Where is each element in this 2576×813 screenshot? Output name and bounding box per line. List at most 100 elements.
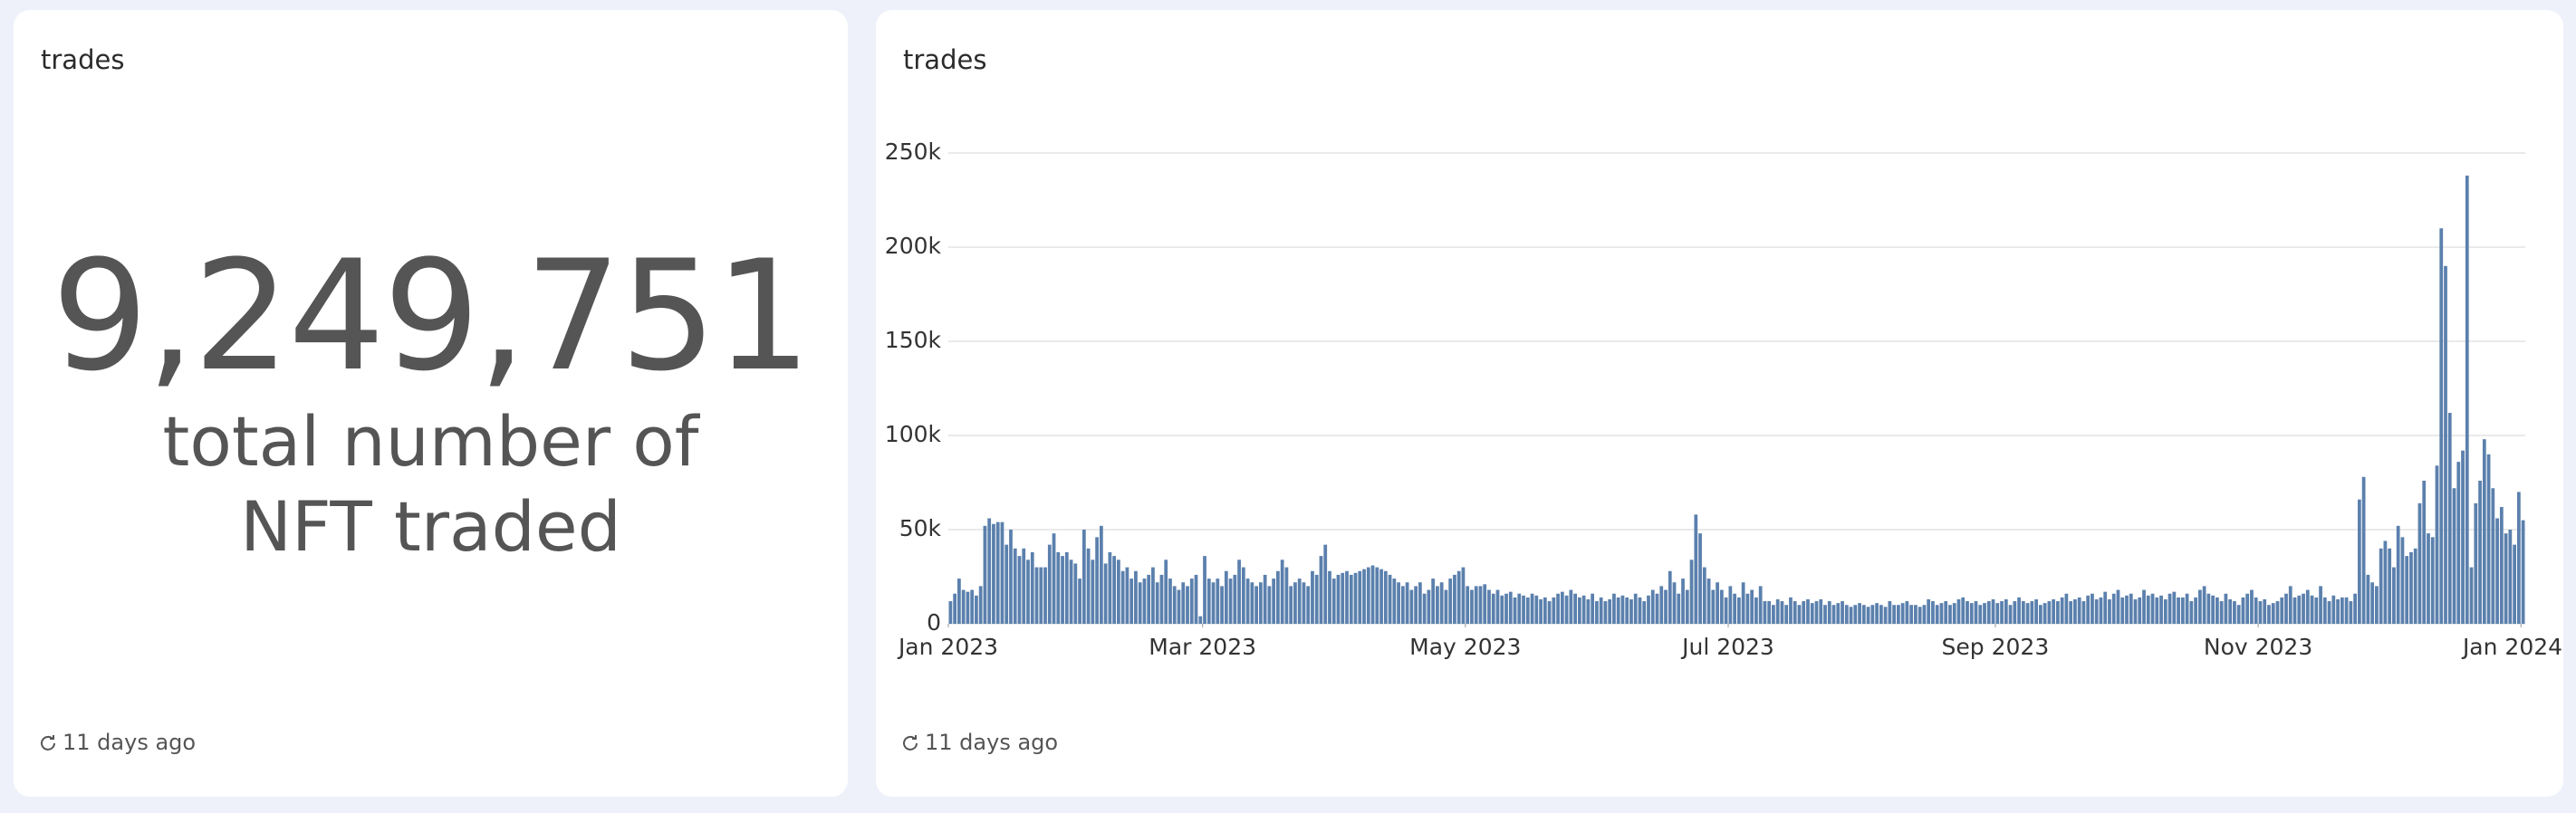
bar (1681, 579, 1685, 624)
bar (1206, 579, 1211, 624)
bar (1552, 597, 1556, 624)
bar (1194, 574, 1198, 624)
bar (1504, 593, 1508, 624)
bar (1793, 601, 1797, 624)
bar (2305, 589, 2310, 624)
bar (1081, 530, 1086, 624)
bar (1306, 586, 1311, 624)
bar (1026, 560, 1030, 624)
bar (1991, 598, 1995, 624)
bar (2008, 605, 2013, 624)
bar (978, 586, 983, 624)
bar (1047, 544, 1052, 624)
bar (1297, 579, 1302, 624)
bar (1711, 589, 1716, 624)
bar (2219, 601, 2224, 624)
bar (1935, 605, 1939, 624)
bar (1629, 598, 1633, 624)
bar (1336, 574, 1341, 624)
bar (1099, 525, 1103, 624)
bar (2138, 597, 2142, 624)
bar (1866, 607, 1870, 624)
bar (2047, 601, 2052, 624)
bar (1181, 582, 1186, 624)
refresh-icon (41, 735, 55, 751)
bar (1362, 569, 1366, 624)
bar (970, 589, 975, 624)
bar (1772, 605, 1775, 624)
bar (1237, 560, 1241, 624)
bar (2197, 589, 2202, 624)
bar (1909, 605, 1914, 624)
bar (1341, 572, 1345, 624)
y-tick-label: 100k (885, 421, 942, 447)
x-tick-label: Jan 2023 (897, 634, 998, 660)
refresh-info[interactable]: 11 days ago (39, 730, 196, 755)
bar (1159, 574, 1164, 624)
bar (2465, 175, 2469, 624)
bar (1177, 589, 1181, 624)
bar (1517, 593, 1522, 624)
bar (1400, 586, 1405, 624)
bar (1397, 582, 1400, 624)
bar (1883, 607, 1888, 624)
bar (2310, 595, 2314, 624)
bar (2077, 597, 2081, 624)
bar (1650, 589, 1655, 624)
bar (1453, 574, 1456, 624)
bar (1043, 567, 1047, 624)
bar (1741, 582, 1745, 624)
bar (1849, 607, 1853, 624)
bar (1000, 521, 1004, 624)
bar (1189, 579, 1194, 624)
bar (1974, 601, 1978, 624)
bar (2129, 593, 2133, 624)
bar (2452, 488, 2456, 624)
bar (1672, 582, 1677, 624)
bar (2499, 507, 2504, 624)
bar (1577, 597, 1581, 624)
bar (2034, 598, 2038, 624)
bar (1095, 537, 1099, 624)
bar (2211, 595, 2216, 624)
bar (1888, 601, 1892, 624)
bar (2233, 601, 2236, 624)
bar (2396, 525, 2400, 624)
bar (1737, 597, 1741, 624)
bar (2366, 574, 2370, 624)
bar (1142, 579, 1147, 624)
bar (1314, 574, 1319, 624)
bar (2043, 603, 2047, 624)
bar (1655, 593, 1659, 624)
bar (1716, 582, 1719, 624)
bar (2108, 598, 2111, 624)
bar (2236, 605, 2241, 624)
bar (1004, 544, 1009, 624)
bar (1172, 586, 1177, 624)
bar (2155, 597, 2159, 624)
chart: 0 50k 100k 150k 200k 250k Jan 2023 Mar 2023 May … (885, 139, 2562, 660)
refresh-info[interactable]: 11 days ago (901, 730, 1058, 755)
bar (2288, 586, 2292, 624)
bar (1155, 582, 1159, 624)
bar (1586, 598, 1591, 624)
bar (2202, 586, 2206, 624)
bar (1276, 570, 1280, 624)
bar (1961, 597, 1966, 624)
bar (1241, 567, 1245, 624)
bar (2314, 597, 2319, 624)
bar (2000, 601, 2004, 624)
bar (2331, 595, 2336, 624)
bar (2167, 593, 2172, 624)
bar (1620, 595, 1625, 624)
bar (2461, 450, 2465, 624)
bar (2482, 439, 2486, 624)
bar (1780, 601, 1784, 624)
refresh-icon (903, 735, 918, 751)
bar (1311, 570, 1314, 624)
bar (2409, 551, 2413, 624)
bar (1827, 601, 1831, 624)
bar (2254, 597, 2258, 624)
bar (1647, 595, 1650, 624)
